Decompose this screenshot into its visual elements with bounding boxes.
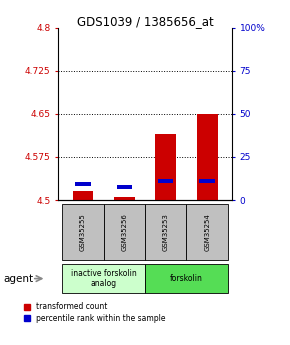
Text: GSM35253: GSM35253: [163, 213, 169, 251]
Text: agent: agent: [3, 274, 33, 284]
Bar: [200, 179, 215, 183]
Text: GSM35256: GSM35256: [121, 213, 127, 251]
Bar: [104, 204, 145, 260]
Text: GSM35254: GSM35254: [204, 213, 210, 251]
Bar: [117, 185, 132, 189]
Bar: [75, 182, 90, 186]
Bar: [145, 204, 186, 260]
Bar: [114, 197, 135, 200]
Bar: [197, 114, 218, 200]
Text: GSM35255: GSM35255: [80, 213, 86, 251]
Bar: [62, 264, 145, 293]
Bar: [145, 264, 228, 293]
Text: GDS1039 / 1385656_at: GDS1039 / 1385656_at: [77, 16, 213, 29]
Bar: [155, 134, 176, 200]
Bar: [72, 191, 93, 200]
Legend: transformed count, percentile rank within the sample: transformed count, percentile rank withi…: [23, 302, 165, 323]
Text: forskolin: forskolin: [170, 274, 203, 283]
Bar: [158, 179, 173, 183]
Bar: [186, 204, 228, 260]
Bar: [62, 204, 104, 260]
Text: inactive forskolin
analog: inactive forskolin analog: [71, 269, 137, 288]
